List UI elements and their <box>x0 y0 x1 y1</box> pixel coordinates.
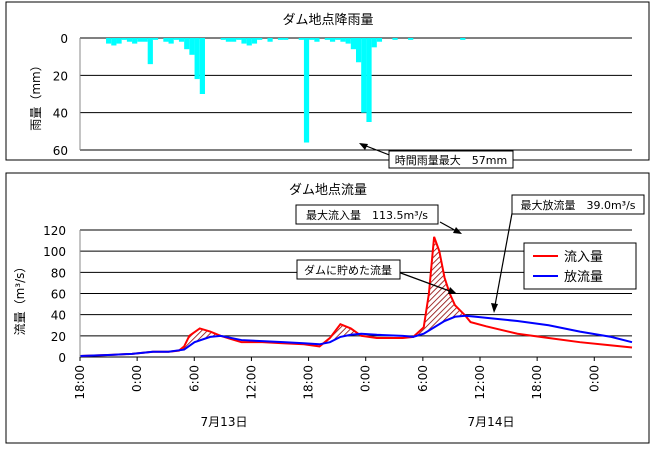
flow-axis: 0 20 40 60 80 100 120 18:00 0:00 6:00 12:00 18:00 0:… <box>43 224 601 400</box>
annotation-max-outflow-text: 最大放流量 39.0m³/s <box>520 198 635 212</box>
rain-bar <box>408 38 414 40</box>
rain-bar <box>309 38 315 40</box>
rain-bar <box>236 38 242 40</box>
rain-y-tick-label: 60 <box>53 144 68 158</box>
flow-x-tick-label: 18:00 <box>302 365 316 400</box>
rain-y-tick-label: 20 <box>53 69 68 83</box>
rain-bar <box>184 38 190 50</box>
rain-bar <box>231 38 237 42</box>
rain-bar <box>137 38 143 42</box>
rain-bar <box>132 38 138 44</box>
inflow-line <box>79 236 633 357</box>
date-label-jul13: 7月13日 <box>201 415 248 429</box>
rain-bar <box>163 38 169 42</box>
rain-bar <box>460 38 466 40</box>
rain-bar <box>168 38 174 44</box>
rain-bar <box>283 38 289 40</box>
flow-x-tick-label: 0:00 <box>130 365 144 392</box>
flow-y-tick-label: 80 <box>51 266 66 280</box>
rain-bar <box>147 38 153 65</box>
rain-bar <box>111 38 117 46</box>
legend-label-outflow: 放流量 <box>564 270 603 285</box>
outflow-line <box>79 314 633 357</box>
storage-fill <box>324 324 358 344</box>
rain-bar <box>366 38 372 122</box>
flow-y-tick-label: 100 <box>43 245 66 259</box>
rain-bar <box>324 38 330 40</box>
rain-bar <box>241 38 247 44</box>
flow-title: ダム地点流量 <box>289 183 367 198</box>
legend-label-inflow: 流入量 <box>564 250 603 265</box>
rain-bar <box>350 38 356 50</box>
rain-bar <box>340 38 346 42</box>
flow-y-tick-label: 20 <box>51 330 66 344</box>
annotation-max-rain: 時間雨量最大 57mm <box>359 143 514 169</box>
rain-bar <box>126 38 133 42</box>
rain-bar <box>220 38 226 40</box>
flow-series <box>79 236 633 357</box>
rain-bar <box>189 38 195 55</box>
rain-bar <box>329 38 336 42</box>
rain-bar <box>335 38 341 40</box>
rain-bar <box>314 38 320 42</box>
rain-y-tick-label: 0 <box>60 32 68 46</box>
rain-bar <box>194 38 200 80</box>
rain-axis: 0 20 40 60 <box>53 32 81 158</box>
rain-bar <box>356 38 362 63</box>
rain-bar <box>298 38 304 40</box>
flow-y-tick-label: 120 <box>43 224 66 238</box>
rain-panel <box>5 1 650 161</box>
flow-x-tick-label: 18:00 <box>530 365 544 400</box>
rain-bar <box>199 38 205 94</box>
rain-bar <box>371 38 377 48</box>
rain-y-tick-label: 40 <box>53 107 68 121</box>
rain-y-axis-title: 雨量（mm） <box>29 59 43 130</box>
rain-bar <box>345 38 351 44</box>
annotation-max-rain-text: 時間雨量最大 57mm <box>395 153 507 167</box>
rain-bar <box>257 38 263 40</box>
rain-bar <box>251 38 258 44</box>
flow-x-tick-label: 0:00 <box>359 365 373 392</box>
annotation-max-inflow-text: 最大流入量 113.5m³/s <box>306 208 428 222</box>
flow-x-tick-label: 0:00 <box>587 365 601 392</box>
rain-bar <box>152 38 159 40</box>
rain-bar <box>277 38 284 40</box>
rain-bar <box>361 38 367 113</box>
rain-bar <box>303 38 310 143</box>
flow-x-tick-label: 6:00 <box>187 365 201 392</box>
rain-bar <box>376 38 383 42</box>
flow-y-tick-label: 0 <box>58 351 66 365</box>
annotation-max-inflow: 最大流入量 113.5m³/s <box>295 204 462 234</box>
rain-bar <box>106 38 112 44</box>
rain-bar <box>121 38 127 40</box>
annotation-storage: ダムに貯めた流量 <box>296 259 457 294</box>
flow-y-axis-title: 流量（m³/s） <box>13 261 27 336</box>
rain-bar <box>173 38 179 40</box>
flow-y-tick-label: 60 <box>51 288 66 302</box>
rain-bar <box>142 38 148 42</box>
rain-bar <box>246 38 252 46</box>
date-label-jul14: 7月14日 <box>468 415 515 429</box>
rain-bars <box>106 38 466 143</box>
rain-bar <box>392 38 398 40</box>
rain-bar <box>267 38 273 42</box>
annotation-storage-text: ダムに貯めた流量 <box>304 263 392 277</box>
legend-box <box>523 242 637 290</box>
flow-x-tick-label: 18:00 <box>73 365 87 400</box>
flow-y-tick-label: 40 <box>51 309 66 323</box>
rain-bar <box>225 38 232 42</box>
flow-x-tick-label: 6:00 <box>416 365 430 392</box>
annotation-max-outflow: 最大放流量 39.0m³/s <box>491 194 645 313</box>
flow-x-tick-label: 12:00 <box>473 365 487 400</box>
flow-x-tick-label: 12:00 <box>244 365 258 400</box>
rain-bar <box>116 38 122 44</box>
rain-bar <box>178 38 185 42</box>
rain-title: ダム地点降雨量 <box>282 13 373 28</box>
